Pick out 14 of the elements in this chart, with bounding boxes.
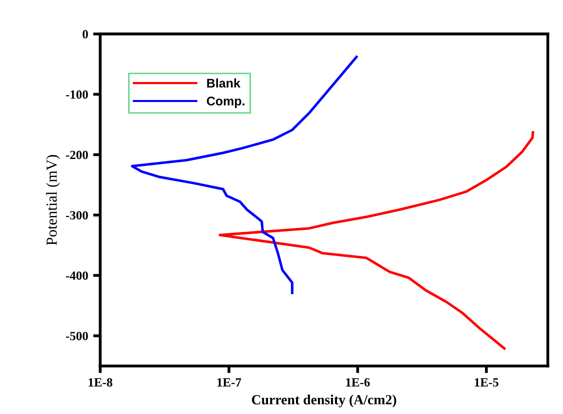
x-tick-label: 1E-8 xyxy=(88,378,112,387)
y-axis-title: Potential (mV) xyxy=(46,155,60,246)
y-tick-label: -300 xyxy=(66,211,88,220)
legend-label: Comp. xyxy=(206,96,244,108)
legend-label: Blank xyxy=(207,78,240,88)
y-tick-label: -100 xyxy=(66,90,88,99)
x-tick-label: 1E-7 xyxy=(217,378,242,386)
y-tick-label: -500 xyxy=(66,332,88,340)
y-tick-label: -200 xyxy=(66,150,88,160)
x-tick-label: 1E-6 xyxy=(346,378,370,387)
y-tick-label: -400 xyxy=(66,271,88,280)
x-tick-label: 1E-5 xyxy=(474,378,498,387)
y-tick-label: 0 xyxy=(82,30,88,38)
x-axis-title: Current density (A/cm2) xyxy=(252,394,396,408)
